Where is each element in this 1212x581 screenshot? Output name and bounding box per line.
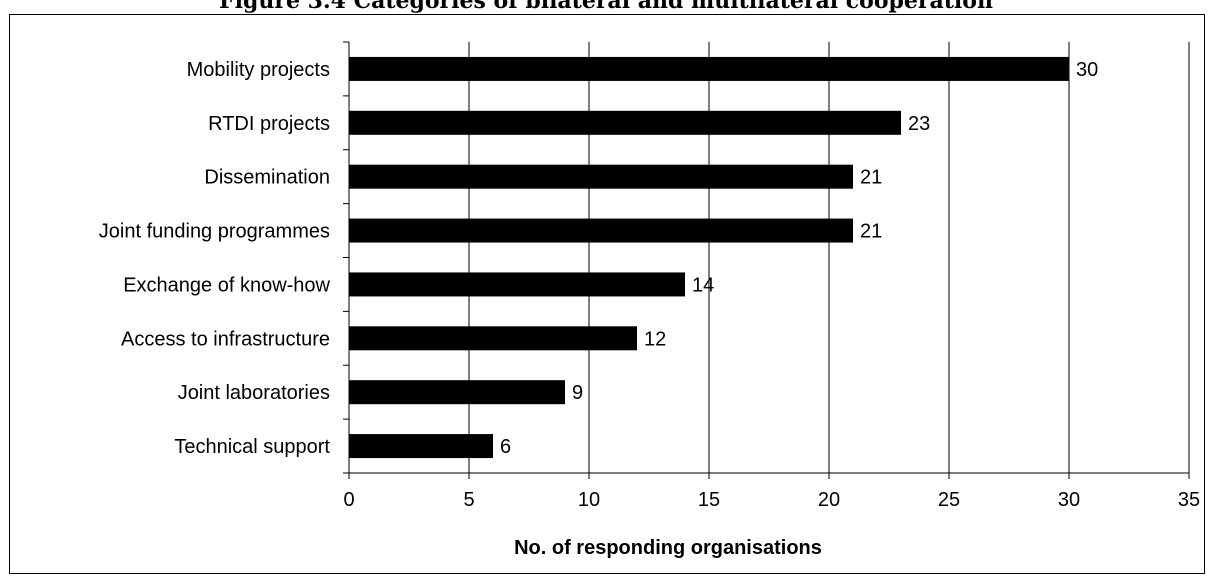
bar-6 <box>349 326 637 351</box>
data-label: 21 <box>860 221 882 243</box>
chart-area: 0 5 10 15 20 25 30 35 Mobility projects 30 RTDI pr… <box>9 14 1205 574</box>
category-label: Exchange of know-how <box>123 274 330 296</box>
bar-5 <box>349 272 685 297</box>
data-label: 9 <box>572 382 583 404</box>
bars <box>349 56 1069 459</box>
bar-chart: 0 5 10 15 20 25 30 35 Mobility projects 30 RTDI pr… <box>99 41 1200 559</box>
x-tick-label: 0 <box>343 489 354 511</box>
x-axis-title: No. of responding organisations <box>514 537 822 559</box>
bar-8 <box>349 434 493 459</box>
category-label: Mobility projects <box>187 59 330 81</box>
category-label: Joint laboratories <box>178 382 330 404</box>
labels: 0 5 10 15 20 25 30 35 Mobility projects 30 RTDI pr… <box>99 59 1200 511</box>
bar-4 <box>349 218 853 243</box>
x-tick-label: 20 <box>818 489 840 511</box>
category-label: Joint funding programmes <box>99 221 330 243</box>
x-tick-label: 35 <box>1178 489 1200 511</box>
gridlines <box>468 42 1190 473</box>
data-label: 30 <box>1076 59 1098 81</box>
category-label: Dissemination <box>204 167 330 189</box>
category-label: Access to infrastructure <box>121 328 330 350</box>
data-label: 6 <box>500 436 511 458</box>
axes <box>343 41 1190 479</box>
chart-title: Figure 3.4 Categories of bilateral and m… <box>219 0 993 14</box>
x-tick-label: 30 <box>1058 489 1080 511</box>
bar-3 <box>349 164 853 189</box>
x-tick-label: 10 <box>578 489 600 511</box>
data-label: 12 <box>644 328 666 350</box>
x-tick-label: 5 <box>463 489 474 511</box>
data-label: 21 <box>860 167 882 189</box>
category-label: Technical support <box>174 436 330 458</box>
data-label: 14 <box>692 274 714 296</box>
bar-1 <box>349 56 1069 81</box>
x-tick-label: 25 <box>938 489 960 511</box>
bar-7 <box>349 380 565 405</box>
category-label: RTDI projects <box>208 113 330 135</box>
data-label: 23 <box>908 113 930 135</box>
x-tick-label: 15 <box>698 489 720 511</box>
bar-2 <box>349 110 901 135</box>
